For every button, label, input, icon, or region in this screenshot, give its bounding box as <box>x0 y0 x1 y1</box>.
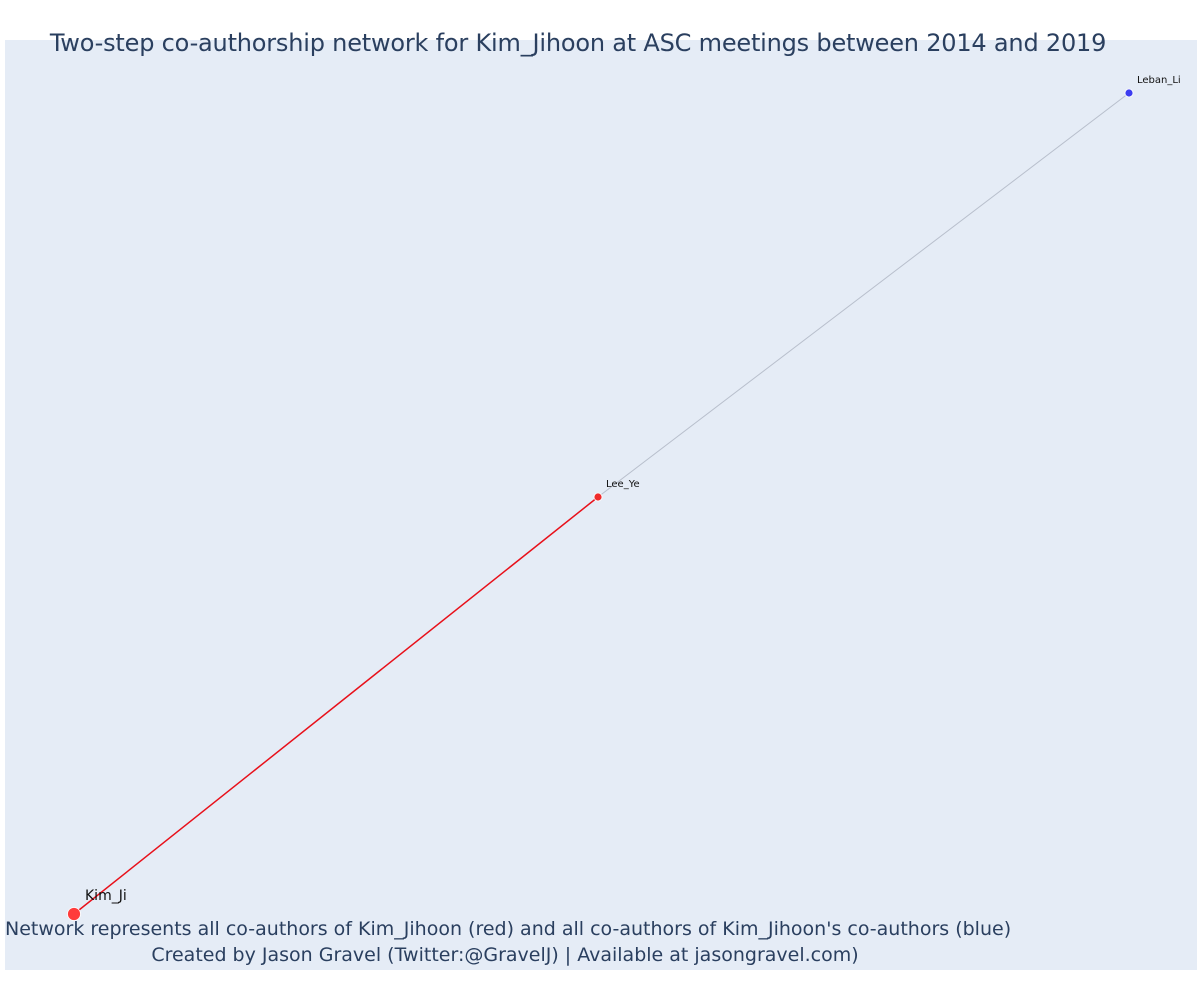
node-lee[interactable] <box>593 492 603 502</box>
plot-area: Kim_Ji Lee_Ye Leban_Li <box>5 40 1197 970</box>
node-label-lee: Lee_Ye <box>606 479 640 490</box>
edge-kim-lee <box>73 496 599 915</box>
node-label-kim: Kim_Ji <box>85 888 127 904</box>
node-leban[interactable] <box>1124 88 1134 98</box>
network-graph[interactable]: Kim_Ji Lee_Ye Leban_Li <box>5 40 1197 970</box>
node-kim[interactable] <box>67 907 81 921</box>
node-label-leban: Leban_Li <box>1137 75 1181 86</box>
caption-description: Network represents all co-authors of Kim… <box>5 918 1012 940</box>
caption-credit: Created by Jason Gravel (Twitter:@Gravel… <box>151 944 859 966</box>
chart-title: Two-step co-authorship network for Kim_J… <box>49 29 1107 57</box>
edge-lee-leban <box>597 92 1130 498</box>
